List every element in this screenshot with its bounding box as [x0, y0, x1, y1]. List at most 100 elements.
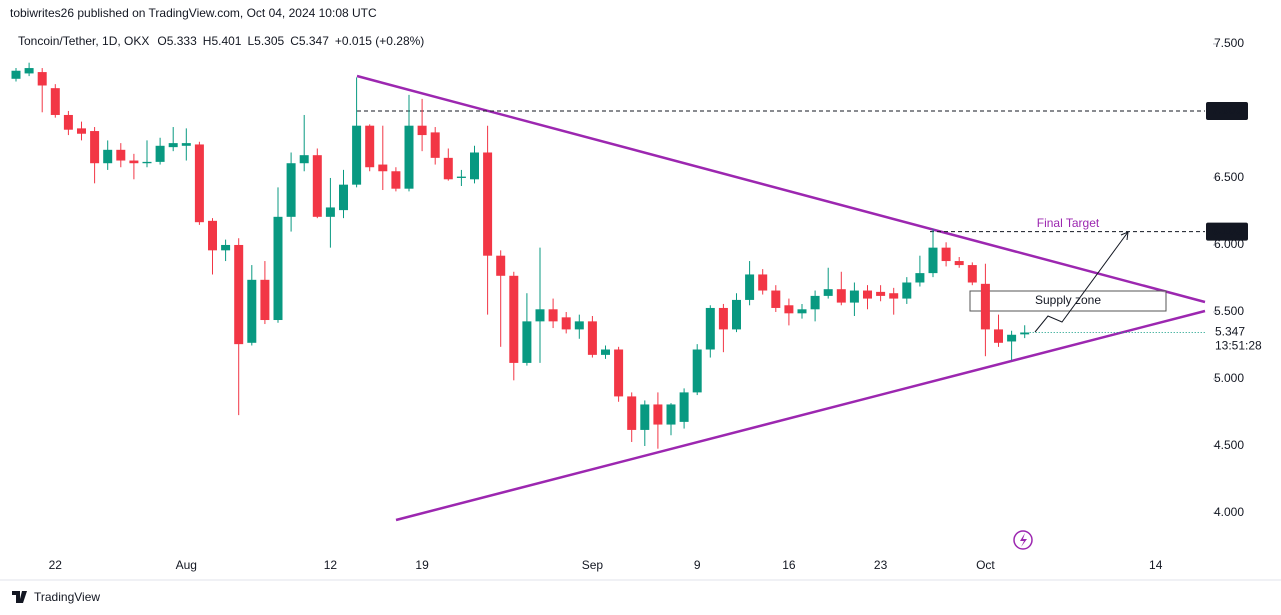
candle-body	[129, 160, 139, 164]
candle-body	[273, 216, 283, 321]
y-tick-label: 4.500	[1214, 438, 1244, 452]
candle-body	[561, 317, 571, 330]
candle-body	[24, 68, 34, 74]
candle-body	[928, 247, 938, 274]
x-tick-label: 14	[1149, 558, 1163, 572]
candle-body	[863, 290, 872, 299]
level-tag	[1206, 101, 1248, 120]
brand: TradingView	[34, 590, 100, 604]
candle-body	[771, 290, 781, 308]
y-tick-label: 6.000	[1214, 237, 1244, 251]
candle-body	[601, 349, 610, 355]
x-tick-label: Sep	[582, 558, 604, 572]
candle-body	[116, 149, 126, 161]
candle-body	[954, 261, 964, 266]
x-tick-label: 9	[694, 558, 701, 572]
candle-body	[352, 125, 362, 185]
candle-body	[63, 114, 73, 130]
candle-body	[797, 309, 807, 314]
y-tick-label: 5.000	[1214, 371, 1244, 385]
last-price-label: 5.347	[1215, 325, 1245, 339]
candle-body	[194, 144, 204, 223]
candle-body	[810, 295, 820, 310]
candle-body	[666, 404, 676, 425]
x-tick-label: 16	[782, 558, 796, 572]
candle-body	[299, 155, 309, 164]
candle-body	[653, 404, 663, 425]
candle-body	[37, 72, 47, 86]
candle-body	[339, 184, 348, 211]
y-tick-label: 4.000	[1214, 505, 1244, 519]
candle-body	[391, 171, 401, 189]
level-tag-label: 6.100	[1212, 224, 1242, 238]
y-tick-label: 6.500	[1214, 170, 1244, 184]
legend: Toncoin/Tether, 1D, OKX O 5.333 H 5.401 L 5.3…	[18, 34, 424, 48]
candle-body	[692, 349, 702, 393]
legend-value: 5.305	[254, 34, 284, 48]
candle-body	[915, 273, 925, 283]
x-tick-label: 23	[874, 558, 888, 572]
legend-label: H	[203, 34, 212, 48]
candle-body	[77, 128, 86, 134]
candle-body	[784, 305, 794, 314]
supply-zone-label: Supply zone	[1035, 293, 1101, 307]
candle-body	[679, 392, 689, 422]
candle-body	[378, 164, 388, 172]
watermark-icon	[1013, 530, 1033, 550]
candle-body	[483, 152, 493, 256]
legend-value: 5.347	[299, 34, 329, 48]
candle-body	[941, 247, 951, 262]
legend-value: 5.333	[167, 34, 197, 48]
tv-logo	[12, 591, 27, 603]
candle-body	[208, 220, 217, 251]
level-tag-label: 7.000	[1212, 103, 1242, 117]
candle-body	[967, 265, 977, 283]
candle-body	[849, 290, 859, 303]
candle-body	[247, 279, 257, 343]
x-tick-label: 12	[324, 558, 338, 572]
watermark-bolt	[1020, 533, 1027, 547]
candle-body	[994, 329, 1003, 343]
y-tick-label: 7.500	[1214, 36, 1244, 50]
candle-body	[876, 291, 886, 296]
candle-body	[836, 289, 846, 303]
legend-label: C	[290, 34, 299, 48]
x-tick-label: Oct	[976, 558, 995, 572]
publish-info: tobiwrites26 published on TradingView.co…	[10, 6, 377, 20]
candle-body	[260, 279, 270, 321]
candle-body	[234, 244, 244, 345]
support-trendline	[395, 309, 1206, 522]
candle-body	[103, 149, 113, 164]
supply-zone	[969, 290, 1167, 312]
candle-body	[496, 255, 506, 276]
y-tick-label: 5.500	[1214, 304, 1244, 318]
legend-label: L	[247, 34, 254, 48]
candle-body	[1020, 332, 1030, 335]
candle-body	[574, 321, 584, 330]
candle-body	[181, 143, 191, 146]
candle-body	[11, 70, 21, 79]
legend-change: +0.015 (+0.28%)	[335, 34, 424, 48]
candle-body	[640, 404, 650, 430]
x-tick-label: Aug	[176, 558, 197, 572]
symbol: Toncoin/Tether, 1D, OKX	[18, 34, 149, 48]
x-tick-label: 22	[49, 558, 63, 572]
candle-body	[980, 283, 990, 330]
x-tick-label: 19	[415, 558, 429, 572]
candle-body	[823, 289, 833, 296]
candle-body	[718, 307, 728, 330]
candle-body	[286, 163, 296, 217]
candle-body	[548, 309, 558, 322]
candle-body	[522, 321, 532, 363]
candle-body	[365, 125, 375, 168]
candle-body	[745, 274, 755, 300]
candle-body	[155, 145, 165, 162]
legend-label: O	[157, 34, 166, 48]
candle-body	[404, 125, 414, 189]
candle-body	[325, 207, 335, 217]
candle-body	[509, 275, 519, 363]
candle-body	[90, 131, 100, 164]
candle-body	[627, 396, 637, 430]
candle-body	[902, 282, 912, 299]
